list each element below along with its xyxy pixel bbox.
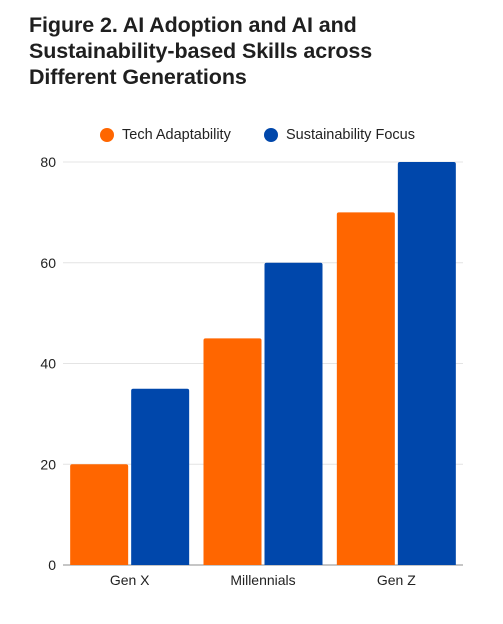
- x-axis-tick-labels: Gen X Millennials Gen Z: [110, 572, 416, 588]
- x-tick-label-gen-z: Gen Z: [377, 572, 416, 588]
- legend-item-sustainability-focus: Sustainability Focus: [264, 124, 415, 146]
- y-tick-label-40: 40: [40, 356, 56, 372]
- x-tick-label-millennials: Millennials: [230, 572, 295, 588]
- bar-tech-adaptability-millennials: [203, 338, 262, 565]
- chart-title-line-2: Sustainability-based Skills across: [29, 39, 373, 63]
- bars: [70, 162, 456, 565]
- legend-swatch-sustainability-focus: [264, 128, 278, 142]
- bar-sustainability-focus-millennials: [264, 262, 323, 565]
- chart-title-line-3: Different Generations: [29, 65, 247, 89]
- chart-title: Figure 2. AI Adoption and AI and Sustain…: [29, 12, 489, 90]
- legend-swatch-tech-adaptability: [100, 128, 114, 142]
- y-tick-label-0: 0: [48, 557, 56, 573]
- gridlines: [63, 161, 463, 566]
- chart-title-line-1: Figure 2. AI Adoption and AI and: [29, 13, 357, 37]
- legend-label-tech-adaptability: Tech Adaptability: [122, 127, 231, 143]
- bar-tech-adaptability-gen-z: [336, 212, 395, 565]
- y-tick-label-80: 80: [40, 154, 56, 170]
- y-tick-label-20: 20: [40, 456, 56, 472]
- bar-sustainability-focus-gen-z: [397, 162, 456, 565]
- x-tick-label-gen-x: Gen X: [110, 572, 150, 588]
- legend-item-tech-adaptability: Tech Adaptability: [100, 124, 231, 146]
- bar-sustainability-focus-gen-x: [131, 388, 190, 565]
- bar-tech-adaptability-gen-x: [70, 464, 129, 565]
- y-tick-label-60: 60: [40, 255, 56, 271]
- y-axis-tick-labels: 0 20 40 60 80: [40, 154, 56, 573]
- chart-legend: Tech Adaptability Sustainability Focus: [0, 124, 503, 146]
- legend-label-sustainability-focus: Sustainability Focus: [286, 127, 415, 143]
